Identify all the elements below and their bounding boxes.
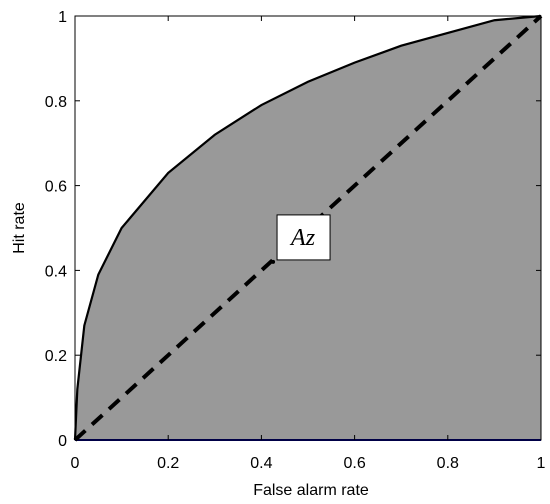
x-tick-label: 0.6: [343, 455, 365, 472]
chance-line: [73, 14, 543, 442]
annotation-box: [276, 214, 331, 261]
roc-curve: [73, 14, 542, 441]
x-tick-label: 0.4: [250, 455, 272, 472]
x-tick-label: 1: [537, 455, 546, 472]
annotation-text: Az: [289, 225, 316, 251]
y-tick-label: 1: [58, 9, 67, 26]
y-tick-label: 0.8: [45, 94, 67, 111]
y-tick-label: 0.6: [45, 179, 67, 196]
plot-frame: [74, 15, 542, 441]
x-tick-label: 0.2: [157, 455, 179, 472]
y-tick-label: 0.2: [45, 348, 67, 365]
y-axis-label: Hit rate: [11, 202, 28, 254]
annotation-point: [271, 259, 276, 264]
x-tick-label: 0: [71, 455, 80, 472]
x-axis-label: False alarm rate: [253, 482, 369, 499]
x-tick-label: 0.8: [437, 455, 459, 472]
y-tick-label: 0.4: [45, 263, 67, 280]
y-tick-label: 0: [58, 433, 67, 450]
